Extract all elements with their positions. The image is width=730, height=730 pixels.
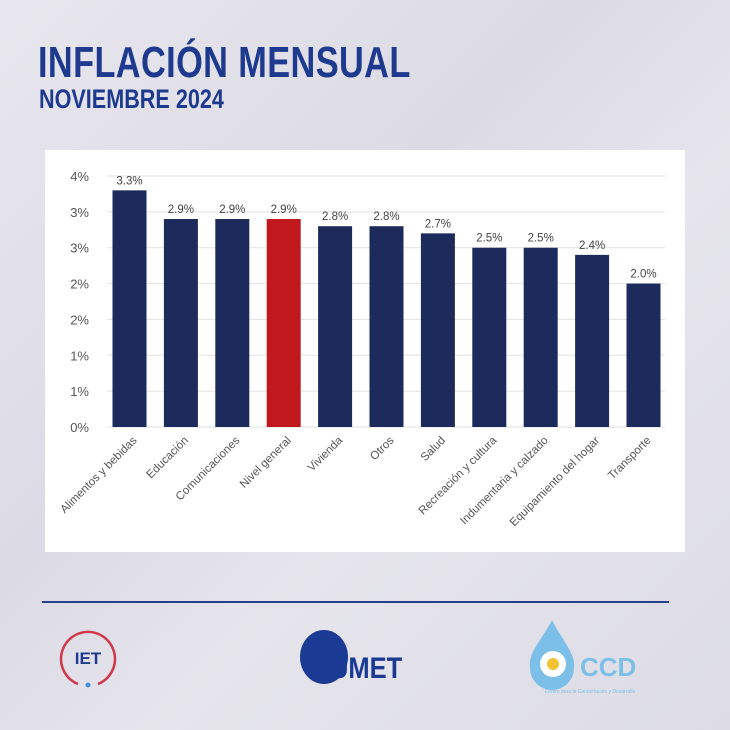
bar — [163, 219, 198, 427]
bar — [626, 283, 661, 427]
bar — [318, 226, 353, 427]
bar — [369, 226, 404, 427]
y-tick-label: 1% — [70, 384, 89, 399]
x-tick-label: Alimentos y bebidas — [58, 434, 139, 515]
divider — [42, 601, 669, 603]
page-title: INFLACIÓN MENSUAL — [38, 38, 411, 87]
x-tick-label: Nivel general — [238, 435, 294, 491]
y-tick-label: 3% — [70, 241, 89, 256]
data-label: 2.0% — [630, 269, 656, 281]
svg-text:IET: IET — [75, 649, 102, 668]
page-subtitle: NOVIEMBRE 2024 — [39, 84, 224, 114]
x-tick-label: Vivienda — [306, 434, 346, 474]
x-tick-label: Transporte — [606, 435, 654, 483]
ccd-logo: CCD Centro para la Concertación y Desarr… — [520, 618, 660, 703]
data-label: 2.4% — [579, 240, 605, 252]
umet-logo: UMET — [300, 630, 410, 691]
x-tick-label: Equipamiento del hogar — [508, 435, 603, 530]
bar — [523, 247, 558, 427]
data-label: 2.8% — [322, 211, 348, 223]
iet-logo: IET — [58, 624, 118, 695]
y-tick-label: 0% — [70, 420, 89, 435]
y-tick-label: 3% — [70, 205, 89, 220]
x-tick-label: Salud — [419, 435, 448, 464]
data-label: 2.9% — [219, 204, 245, 216]
y-tick-label: 1% — [70, 348, 89, 363]
bar — [266, 219, 301, 427]
data-label: 2.5% — [528, 233, 554, 245]
x-tick-label: Educación — [145, 435, 191, 481]
bar — [215, 219, 250, 427]
svg-text:UMET: UMET — [330, 651, 402, 684]
bar — [112, 190, 147, 427]
bar — [472, 247, 507, 427]
y-tick-label: 2% — [70, 312, 89, 327]
x-tick-label: Indumentaria y calzado — [458, 435, 551, 528]
data-label: 2.7% — [425, 218, 451, 230]
x-tick-label: Otros — [368, 434, 397, 463]
y-tick-label: 2% — [70, 277, 89, 292]
data-label: 2.8% — [373, 211, 399, 223]
data-label: 2.5% — [476, 233, 502, 245]
svg-text:CCD: CCD — [580, 652, 636, 682]
data-label: 3.3% — [116, 175, 142, 187]
data-label: 2.9% — [271, 204, 297, 216]
svg-text:Centro para la Concertación y: Centro para la Concertación y Desarrollo — [545, 689, 636, 695]
bar — [575, 254, 610, 427]
data-label: 2.9% — [168, 204, 194, 216]
y-tick-label: 4% — [70, 169, 89, 184]
chart-card: 0% 1% 1% 2% 2% 3% 3% 4% 3.3% Alimentos y bebidas 2… — [45, 150, 685, 552]
bar-chart: 0% 1% 1% 2% 2% 3% 3% 4% 3.3% Alimentos y bebidas 2… — [58, 169, 665, 530]
bar — [420, 233, 455, 427]
